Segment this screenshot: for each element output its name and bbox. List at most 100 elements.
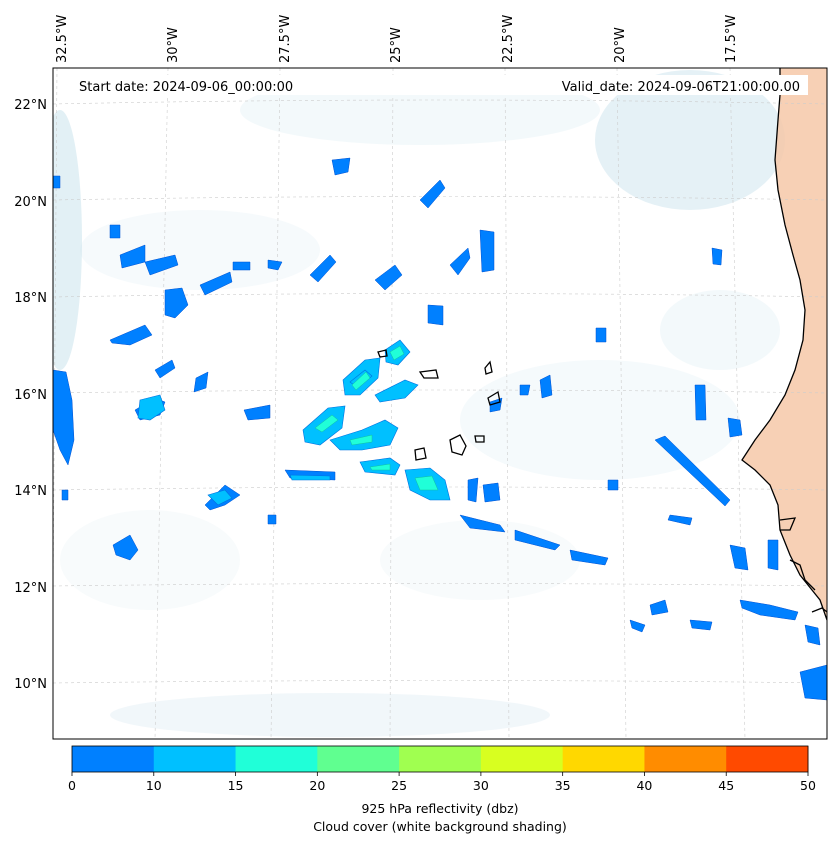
coastlines bbox=[377, 68, 827, 621]
colorbar-ticks: 0 10 15 20 25 30 35 40 45 50 bbox=[68, 772, 816, 793]
echo-cell bbox=[374, 379, 419, 403]
echo-cell bbox=[109, 224, 121, 239]
cloud-patch bbox=[660, 290, 780, 370]
echo-cell bbox=[154, 359, 176, 379]
colorbar-segment bbox=[480, 746, 564, 772]
lon-label: 17.5°W bbox=[724, 15, 739, 63]
echo-cell bbox=[694, 384, 707, 421]
echo-cell bbox=[53, 175, 61, 189]
africa-land bbox=[742, 68, 827, 620]
echo-cell bbox=[207, 489, 233, 506]
date-info-box bbox=[62, 75, 808, 95]
cloud-patch bbox=[53, 110, 82, 370]
echo-cell bbox=[289, 474, 331, 481]
valid-date-label: Valid_date: 2024-09-06T21:00:00.00 bbox=[562, 80, 800, 95]
lat-label: 14°N bbox=[14, 484, 47, 499]
cloud-cover-shading bbox=[53, 70, 785, 737]
colorbar-segment bbox=[726, 746, 809, 772]
echo-cell bbox=[314, 414, 339, 433]
echo-cell bbox=[739, 599, 799, 621]
cape-verde-island bbox=[449, 434, 467, 456]
colorbar-tick-label: 40 bbox=[636, 778, 652, 793]
lon-label: 25°W bbox=[389, 27, 404, 63]
colorbar-tick-label: 25 bbox=[391, 778, 407, 793]
echo-cell bbox=[419, 179, 446, 209]
cape-verde-island bbox=[418, 369, 439, 379]
echo-cell bbox=[729, 544, 749, 571]
lat-label: 12°N bbox=[14, 581, 47, 596]
lat-label: 18°N bbox=[14, 291, 47, 306]
echo-cell bbox=[804, 624, 821, 646]
map-frame bbox=[52, 67, 828, 740]
colorbar-segment bbox=[317, 746, 400, 772]
colorbar-frame bbox=[71, 745, 809, 773]
echo-cell bbox=[331, 157, 351, 176]
colorbar-tick-label: 35 bbox=[555, 778, 571, 793]
echo-cell bbox=[569, 549, 609, 566]
echo-cell bbox=[607, 479, 619, 491]
colorbar-segment bbox=[235, 746, 318, 772]
reflectivity-cells-low bbox=[53, 157, 827, 701]
echo-cell bbox=[427, 304, 444, 326]
colorbar-sublabel: Cloud cover (white background shading) bbox=[313, 819, 567, 834]
cloud-patch bbox=[60, 510, 240, 610]
coast-detail bbox=[779, 517, 797, 531]
cloud-patch bbox=[110, 693, 550, 737]
colorbar-segment bbox=[399, 746, 482, 772]
echo-cell bbox=[232, 261, 251, 271]
cloud-patch bbox=[595, 70, 785, 210]
echo-cell bbox=[349, 434, 373, 446]
cape-verde-island bbox=[484, 360, 493, 375]
cloud-patch bbox=[80, 210, 320, 290]
echo-cell bbox=[711, 247, 723, 266]
echo-cell bbox=[459, 514, 506, 533]
colorbar-tick-label: 45 bbox=[718, 778, 734, 793]
lon-label: 32.5°W bbox=[55, 15, 70, 63]
cape-verde-island bbox=[487, 390, 501, 406]
echo-cell bbox=[514, 529, 561, 551]
colorbar-label: 925 hPa reflectivity (dbz) bbox=[361, 801, 518, 816]
echo-cell bbox=[199, 271, 233, 296]
echo-cell bbox=[799, 664, 827, 701]
cloud-patch bbox=[380, 520, 580, 600]
echo-cell bbox=[654, 435, 731, 507]
echo-cell bbox=[309, 254, 337, 283]
colorbar-segment bbox=[562, 746, 645, 772]
echo-cell bbox=[467, 477, 479, 503]
colorbar-tick-label: 30 bbox=[473, 778, 489, 793]
cape-verde-island bbox=[414, 447, 427, 461]
echo-cell bbox=[489, 397, 503, 413]
latitude-labels: 22°N 20°N 18°N 16°N 14°N 12°N 10°N bbox=[14, 98, 47, 692]
echo-cell bbox=[144, 254, 179, 276]
echo-cell bbox=[374, 264, 403, 291]
echo-cell bbox=[595, 327, 607, 343]
echo-cell bbox=[449, 247, 471, 276]
echo-cell bbox=[193, 371, 209, 393]
coast-detail bbox=[789, 559, 816, 591]
echo-cell bbox=[479, 229, 495, 273]
echo-cell bbox=[53, 369, 75, 466]
map-panel: Start date: 2024-09-06_00:00:00 Valid_da… bbox=[53, 68, 827, 739]
colorbar-segment bbox=[644, 746, 727, 772]
echo-cell bbox=[137, 394, 166, 421]
colorbar-tick-label: 10 bbox=[146, 778, 162, 793]
colorbar-segment bbox=[153, 746, 237, 772]
echo-cell bbox=[689, 619, 713, 631]
lon-label: 30°W bbox=[166, 27, 181, 63]
echo-cell bbox=[112, 534, 139, 561]
echo-cell bbox=[243, 404, 271, 421]
cape-verde-island bbox=[377, 349, 388, 358]
echo-cell bbox=[389, 345, 405, 361]
echo-cell bbox=[329, 419, 399, 451]
echo-cell bbox=[649, 599, 669, 616]
echo-cell bbox=[164, 287, 189, 319]
reflectivity-cells-high bbox=[314, 345, 439, 491]
echo-cell bbox=[667, 514, 693, 526]
echo-cell bbox=[629, 619, 646, 633]
echo-cell bbox=[267, 514, 277, 525]
colorbar-segment bbox=[72, 746, 155, 772]
echo-cell bbox=[767, 539, 779, 571]
colorbar-tick-label: 15 bbox=[228, 778, 244, 793]
echo-cell bbox=[109, 324, 153, 346]
